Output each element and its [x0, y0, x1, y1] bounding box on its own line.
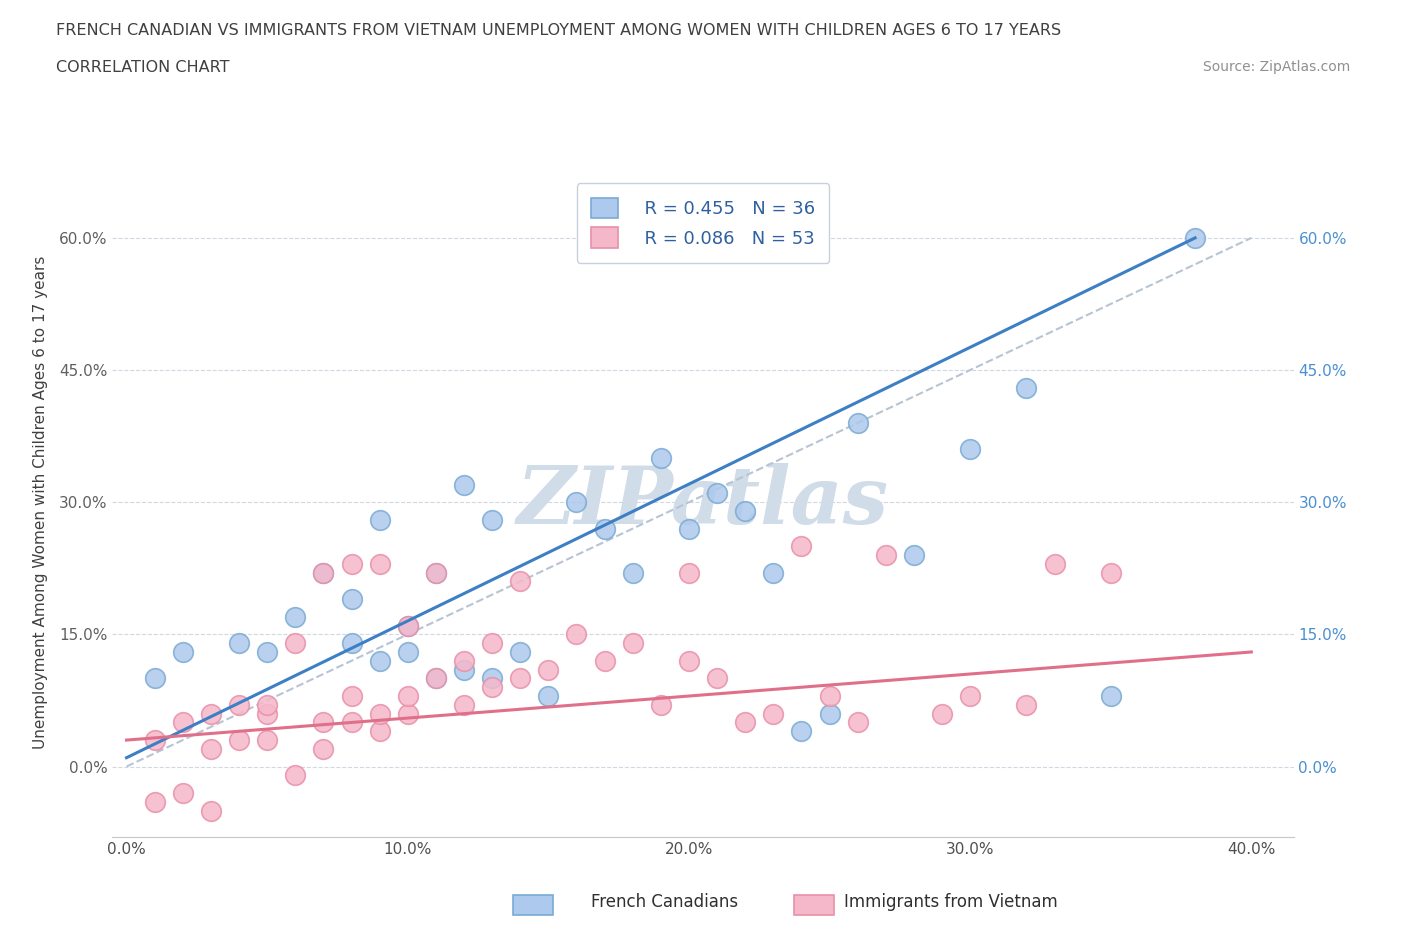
Point: [621, 565, 644, 580]
Point: [593, 654, 616, 669]
Point: [340, 636, 363, 651]
Point: [368, 724, 391, 738]
Point: [172, 786, 194, 801]
Point: [425, 671, 447, 685]
Point: [396, 706, 419, 721]
Point: [481, 680, 503, 695]
Point: [228, 698, 250, 712]
Point: [509, 574, 531, 589]
Point: [340, 715, 363, 730]
Point: [256, 706, 278, 721]
Text: ZIPatlas: ZIPatlas: [517, 463, 889, 541]
Point: [396, 618, 419, 633]
Point: [453, 477, 475, 492]
Point: [396, 644, 419, 659]
Point: [1043, 556, 1066, 571]
Point: [256, 644, 278, 659]
Point: [678, 654, 700, 669]
Point: [256, 733, 278, 748]
Point: [678, 565, 700, 580]
Text: Source: ZipAtlas.com: Source: ZipAtlas.com: [1202, 60, 1350, 74]
Point: [565, 627, 588, 642]
Point: [706, 486, 728, 501]
Point: [340, 556, 363, 571]
Point: [846, 416, 869, 431]
Point: [284, 636, 307, 651]
Point: [593, 521, 616, 536]
Point: [650, 698, 672, 712]
Point: [706, 671, 728, 685]
Point: [1015, 698, 1038, 712]
Point: [537, 662, 560, 677]
Point: [762, 565, 785, 580]
Point: [200, 804, 222, 818]
Point: [425, 565, 447, 580]
Point: [312, 565, 335, 580]
Point: [621, 636, 644, 651]
Point: [509, 644, 531, 659]
Point: [1099, 688, 1122, 703]
Point: [396, 618, 419, 633]
Point: [453, 654, 475, 669]
Point: [284, 768, 307, 783]
Point: [340, 688, 363, 703]
Point: [368, 654, 391, 669]
Point: [875, 548, 897, 563]
Point: [368, 556, 391, 571]
Point: [143, 794, 166, 809]
Point: [481, 636, 503, 651]
Point: [312, 565, 335, 580]
Point: [790, 538, 813, 553]
Point: [481, 512, 503, 527]
Point: [143, 671, 166, 685]
Point: [537, 688, 560, 703]
Point: [340, 591, 363, 606]
Point: [734, 503, 756, 518]
Point: [959, 442, 981, 457]
Point: [453, 698, 475, 712]
Point: [312, 741, 335, 756]
Point: [565, 495, 588, 510]
Point: [931, 706, 953, 721]
Point: [790, 724, 813, 738]
Point: [172, 715, 194, 730]
Text: French Canadians: French Canadians: [591, 893, 738, 910]
Point: [143, 733, 166, 748]
Point: [481, 671, 503, 685]
Point: [425, 671, 447, 685]
Point: [1015, 380, 1038, 395]
Point: [312, 715, 335, 730]
Point: [1184, 231, 1206, 246]
Point: [172, 644, 194, 659]
Point: [734, 715, 756, 730]
Point: [818, 706, 841, 721]
Text: CORRELATION CHART: CORRELATION CHART: [56, 60, 229, 75]
Point: [1099, 565, 1122, 580]
Text: FRENCH CANADIAN VS IMMIGRANTS FROM VIETNAM UNEMPLOYMENT AMONG WOMEN WITH CHILDRE: FRENCH CANADIAN VS IMMIGRANTS FROM VIETN…: [56, 23, 1062, 38]
Point: [678, 521, 700, 536]
Point: [200, 706, 222, 721]
Text: Immigrants from Vietnam: Immigrants from Vietnam: [844, 893, 1057, 910]
Point: [846, 715, 869, 730]
Point: [228, 733, 250, 748]
Point: [256, 698, 278, 712]
Point: [396, 688, 419, 703]
Legend:   R = 0.455   N = 36,   R = 0.086   N = 53: R = 0.455 N = 36, R = 0.086 N = 53: [576, 183, 830, 263]
Point: [818, 688, 841, 703]
Point: [228, 636, 250, 651]
Point: [650, 451, 672, 466]
Point: [368, 706, 391, 721]
Point: [200, 741, 222, 756]
Point: [425, 565, 447, 580]
Point: [453, 662, 475, 677]
Point: [368, 512, 391, 527]
Point: [903, 548, 925, 563]
Point: [959, 688, 981, 703]
Point: [509, 671, 531, 685]
Point: [762, 706, 785, 721]
Y-axis label: Unemployment Among Women with Children Ages 6 to 17 years: Unemployment Among Women with Children A…: [32, 256, 48, 749]
Point: [284, 609, 307, 624]
